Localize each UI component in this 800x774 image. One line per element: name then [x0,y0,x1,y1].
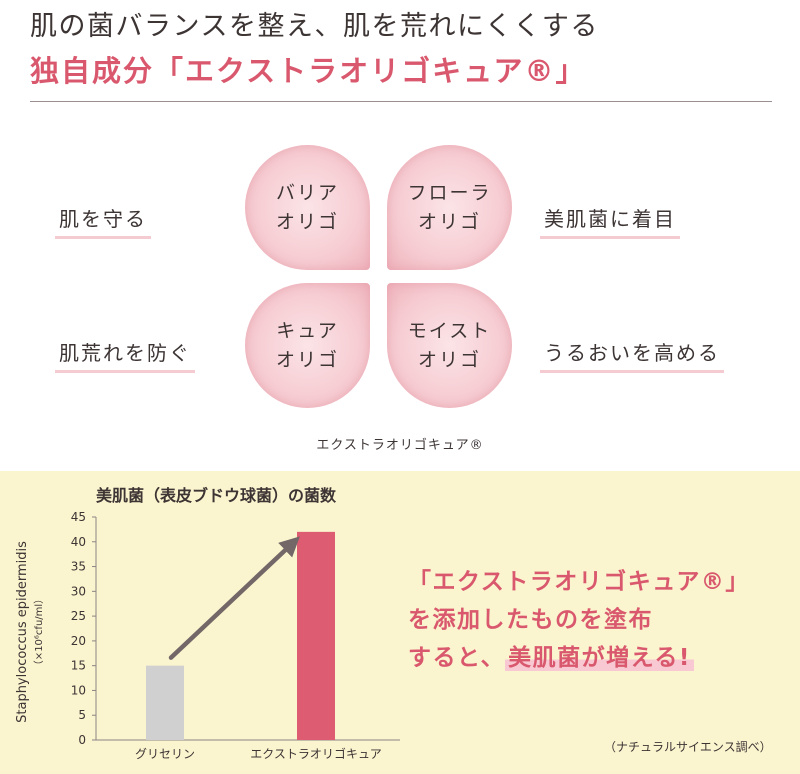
petal-moist-oligo: モイスト オリゴ [387,283,512,408]
callout-line1: 「エクストラオリゴキュア®」 [408,569,750,595]
petal-label-line1: モイスト [407,319,492,342]
callout-line2: を添加したものを塗布 [408,607,653,633]
y-tick-label: 35 [71,560,86,574]
clover-brand-caption: エクストラオリゴキュア® [316,438,484,453]
effect-focus-beauty-bacteria: 美肌菌に着目 [540,203,680,239]
petal-label-line2: オリゴ [417,210,481,233]
callout-line3: すると、 美肌菌が増える! [408,639,750,677]
petal-flora-oligo: フローラ オリゴ [387,145,512,270]
result-callout: 「エクストラオリゴキュア®」 を添加したものを塗布 すると、 美肌菌が増える! [408,563,750,677]
increase-arrow [168,536,300,660]
y-tick-label: 5 [78,708,86,722]
headline-ingredient: 独自成分「エクストラオリゴキュア®」 [30,54,587,88]
results-panel [0,471,800,774]
bar-0 [146,665,184,740]
petal-cure-oligo: キュア オリゴ [245,283,370,408]
x-tick-label: エクストラオリゴキュア [250,746,381,761]
petal-barrier-oligo: バリア オリゴ [245,145,370,270]
header-divider [30,101,772,102]
y-tick-label: 20 [71,634,86,648]
effect-protect-skin: 肌を守る [55,203,151,239]
y-tick-label: 25 [71,609,86,623]
petal-label-line2: オリゴ [275,210,339,233]
effect-boost-moisture: うるおいを高める [540,337,724,373]
chart-title: 美肌菌（表皮ブドウ球菌）の菌数 [96,486,337,505]
y-tick-label: 15 [71,659,86,673]
petal-label-line1: バリア [275,181,339,204]
y-tick-label: 40 [71,535,86,549]
y-tick-label: 45 [71,510,86,524]
petal-label-line1: フローラ [407,181,492,204]
headline-primary: 肌の菌バランスを整え、肌を荒れにくくする [30,11,599,42]
petal-label-line2: オリゴ [275,348,339,371]
effect-prevent-roughness: 肌荒れを防ぐ [55,337,195,373]
callout-highlight: 美肌菌が増える! [505,645,694,671]
source-note: （ナチュラルサイエンス調べ） [604,740,772,754]
petal-label-line2: オリゴ [417,348,481,371]
callout-line3-prefix: すると、 [408,645,506,671]
y-tick-label: 0 [78,733,86,747]
x-tick-label: グリセリン [135,747,195,761]
y-tick-label: 10 [71,683,86,697]
y-tick-label: 30 [71,584,86,598]
petal-label-line1: キュア [276,319,339,342]
bar-1 [297,531,335,740]
